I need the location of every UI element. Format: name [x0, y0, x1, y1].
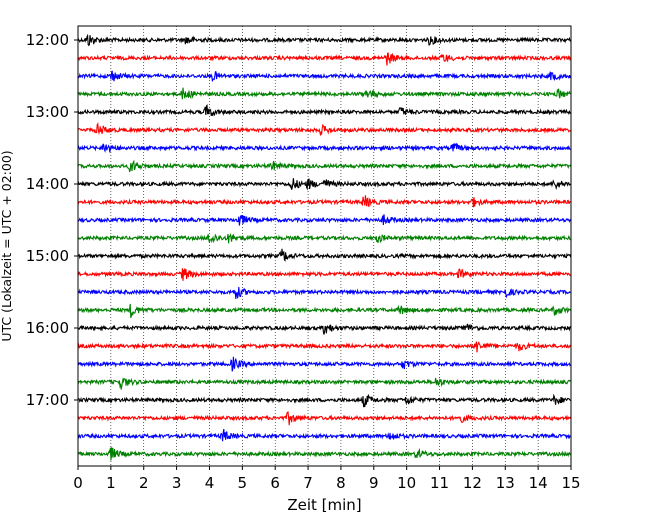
trace-1315	[77, 122, 571, 137]
trace-1615	[77, 341, 572, 353]
trace-1600	[77, 323, 571, 335]
y-tick-label: 15:00	[26, 247, 69, 265]
x-tick-label: 10	[397, 474, 416, 492]
seismic-traces	[77, 33, 572, 461]
x-tick-label: 2	[139, 474, 149, 492]
x-tick-label: 14	[529, 474, 548, 492]
trace-1200	[77, 33, 572, 47]
x-tick-label: 15	[561, 474, 580, 492]
x-tick-label: 1	[106, 474, 116, 492]
trace-1300	[77, 103, 572, 117]
trace-1530	[77, 286, 571, 299]
x-tick-label: 5	[238, 474, 248, 492]
y-tick-label: 12:00	[26, 31, 69, 49]
y-tick-label: 16:00	[26, 319, 69, 337]
trace-1445	[77, 232, 571, 244]
x-tick-label: 9	[369, 474, 379, 492]
trace-1430	[77, 214, 572, 226]
x-tick-label: 0	[73, 474, 83, 492]
x-tick-label: 3	[172, 474, 182, 492]
y-tick-label: 17:00	[26, 391, 69, 409]
x-axis-label: Zeit [min]	[287, 496, 361, 514]
trace-1330	[77, 142, 571, 154]
trace-1745	[77, 447, 571, 461]
y-tick-label: 13:00	[26, 103, 69, 121]
trace-1715	[77, 411, 572, 426]
x-tick-label: 7	[303, 474, 313, 492]
plot-frame	[77, 25, 572, 467]
y-axis-ticks: 12:00 13:00 14:00 15:00 16:00 17:00	[26, 31, 78, 409]
trace-1645	[77, 377, 571, 390]
y-axis-label: UTC (Lokalzeit = UTC + 02:00)	[0, 150, 14, 341]
trace-1515	[77, 268, 572, 281]
trace-1730	[77, 428, 571, 442]
trace-1630	[77, 356, 571, 372]
x-tick-label: 13	[496, 474, 515, 492]
x-axis-ticks: 0 1 2 3 4 5 6 7 8 9 10 11 12 13 14 15	[73, 466, 581, 492]
x-tick-label: 6	[270, 474, 280, 492]
x-tick-label: 12	[463, 474, 482, 492]
trace-1345	[77, 159, 572, 173]
x-tick-label: 8	[336, 474, 346, 492]
trace-1230	[77, 70, 572, 82]
y-tick-label: 14:00	[26, 175, 69, 193]
trace-1400	[77, 178, 572, 191]
trace-1545	[77, 303, 572, 318]
trace-1245	[77, 87, 571, 100]
trace-1700	[77, 393, 572, 408]
x-tick-label: 11	[430, 474, 449, 492]
trace-1415	[77, 195, 571, 208]
x-tick-label: 4	[205, 474, 215, 492]
trace-1500	[78, 248, 572, 262]
trace-1215	[77, 52, 572, 66]
x-gridlines	[110, 26, 539, 466]
